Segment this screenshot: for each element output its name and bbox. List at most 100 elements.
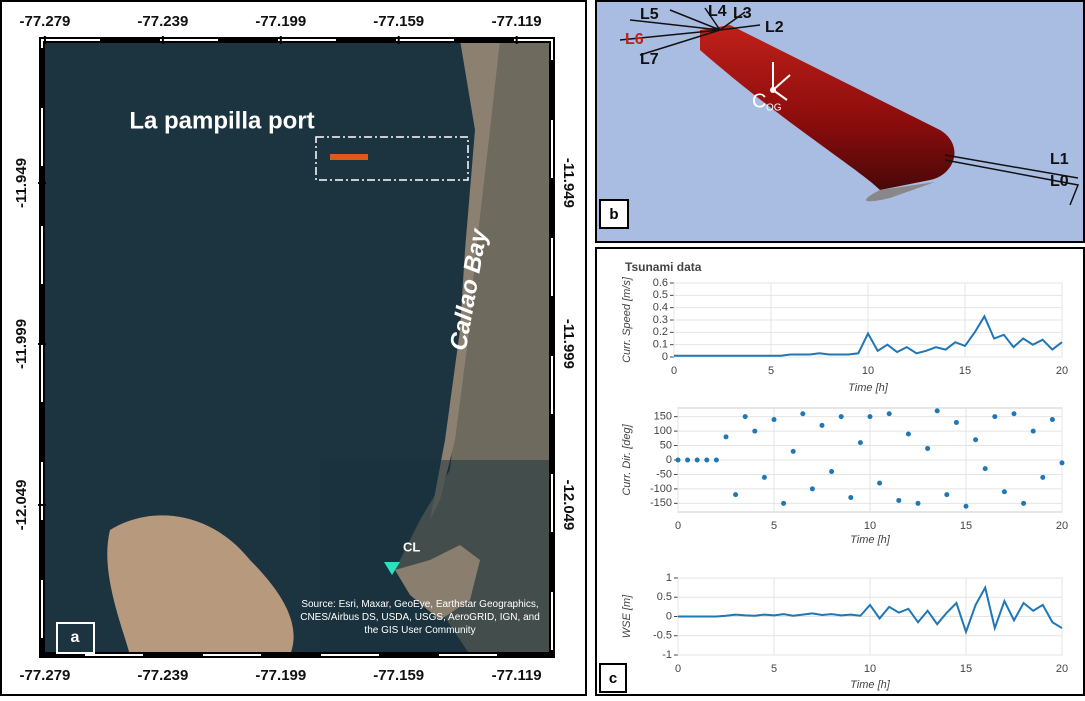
- data-point: [829, 469, 834, 474]
- chart-title: Tsunami data: [625, 260, 702, 274]
- y-tick-label: 0.1: [653, 339, 668, 351]
- data-point: [1050, 417, 1055, 422]
- x-tick-label: 5: [768, 365, 774, 377]
- y-tick-label: -12.049: [560, 480, 577, 531]
- map-title: La pampilla port: [129, 107, 314, 134]
- y-tick-label: 0.3: [653, 314, 668, 326]
- line-label: L2: [765, 19, 784, 36]
- data-point: [1031, 429, 1036, 434]
- data-point: [935, 408, 940, 413]
- data-point: [781, 501, 786, 506]
- line-label: L0: [1050, 173, 1069, 190]
- data-point: [752, 429, 757, 434]
- x-tick-label: -77.279: [20, 13, 71, 30]
- line-label: L6: [625, 31, 644, 48]
- x-axis-label: Time [h]: [850, 534, 891, 546]
- line-label: L3: [733, 5, 752, 22]
- data-point: [743, 414, 748, 419]
- y-tick-label: 0: [666, 610, 672, 622]
- y-axis-label: WSE [m]: [621, 594, 633, 638]
- data-point: [1012, 411, 1017, 416]
- data-point: [1040, 475, 1045, 480]
- x-tick-label: 20: [1056, 663, 1068, 675]
- data-point: [954, 420, 959, 425]
- x-tick-label: -77.199: [255, 13, 306, 30]
- line-label: L4: [708, 3, 727, 20]
- x-tick-label: 15: [959, 365, 971, 377]
- y-tick-label: 100: [654, 425, 672, 437]
- x-tick-label: 20: [1056, 520, 1068, 532]
- y-axis-label: Curr. Dir. [deg]: [621, 423, 633, 495]
- panel-label: b: [609, 206, 618, 223]
- ship-icon: [330, 154, 368, 160]
- panel-label: c: [609, 670, 617, 687]
- data-point: [992, 414, 997, 419]
- x-tick-label: 5: [771, 520, 777, 532]
- y-tick-label: -11.999: [560, 319, 577, 369]
- y-tick-label: -11.949: [13, 158, 30, 208]
- y-tick-label: 0.5: [657, 591, 672, 603]
- data-point: [810, 486, 815, 491]
- source-box: Source: Esri, Maxar, GeoEye, Earthstar G…: [295, 598, 545, 654]
- cog-main: C: [752, 90, 766, 112]
- x-tick-label: 10: [864, 520, 876, 532]
- x-tick-label: -77.239: [137, 667, 188, 684]
- data-point: [858, 440, 863, 445]
- x-axis-label: Time [h]: [848, 382, 889, 394]
- x-tick-label: -77.159: [373, 667, 424, 684]
- y-tick-label: -100: [650, 483, 672, 495]
- data-point: [848, 495, 853, 500]
- data-point: [724, 434, 729, 439]
- data-point: [820, 423, 825, 428]
- data-point: [964, 504, 969, 509]
- y-tick-label: 0: [662, 351, 668, 363]
- x-tick-label: 10: [862, 365, 874, 377]
- cog-sub: OG: [766, 103, 782, 114]
- data-point: [887, 411, 892, 416]
- data-point: [685, 458, 690, 463]
- data-point: [695, 458, 700, 463]
- x-tick-label: 5: [771, 663, 777, 675]
- x-tick-label: 0: [671, 365, 677, 377]
- data-point: [1002, 489, 1007, 494]
- station-label: CL: [403, 539, 420, 554]
- y-tick-label: 0.6: [653, 277, 668, 289]
- y-tick-label: -0.5: [653, 630, 672, 642]
- data-point: [983, 466, 988, 471]
- data-point: [973, 437, 978, 442]
- y-tick-label: -150: [650, 497, 672, 509]
- y-tick-label: 0: [666, 454, 672, 466]
- cog-point: [770, 87, 776, 93]
- map-source: Source: Esri, Maxar, GeoEye, Earthstar G…: [295, 598, 545, 637]
- y-tick-label: -11.949: [560, 158, 577, 208]
- data-point: [944, 492, 949, 497]
- x-tick-label: -77.119: [492, 13, 542, 30]
- y-tick-label: 0.5: [653, 289, 668, 301]
- x-tick-label: 20: [1056, 365, 1068, 377]
- y-tick-label: 0.4: [653, 302, 668, 314]
- data-point: [762, 475, 767, 480]
- x-tick-label: -77.239: [137, 13, 188, 30]
- x-tick-label: 0: [675, 663, 681, 675]
- line-label: L5: [640, 6, 659, 23]
- data-point: [714, 458, 719, 463]
- y-tick-label: 50: [660, 439, 672, 451]
- data-point: [1021, 501, 1026, 506]
- x-tick-label: -77.199: [255, 667, 306, 684]
- y-tick-label: -50: [656, 468, 672, 480]
- x-tick-label: 15: [960, 520, 972, 532]
- data-point: [791, 449, 796, 454]
- data-point: [925, 446, 930, 451]
- y-axis-label: Curr. Speed [m/s]: [621, 276, 633, 363]
- y-tick-label: -1: [662, 649, 672, 661]
- data-point: [676, 458, 681, 463]
- x-axis-label: Time [h]: [850, 679, 891, 691]
- y-tick-label: 1: [666, 572, 672, 584]
- data-point: [800, 411, 805, 416]
- line-label: L7: [640, 51, 659, 68]
- data-point: [733, 492, 738, 497]
- y-tick-label: 0.2: [653, 326, 668, 338]
- data-point: [839, 414, 844, 419]
- data-point: [868, 414, 873, 419]
- x-tick-label: -77.119: [492, 667, 542, 684]
